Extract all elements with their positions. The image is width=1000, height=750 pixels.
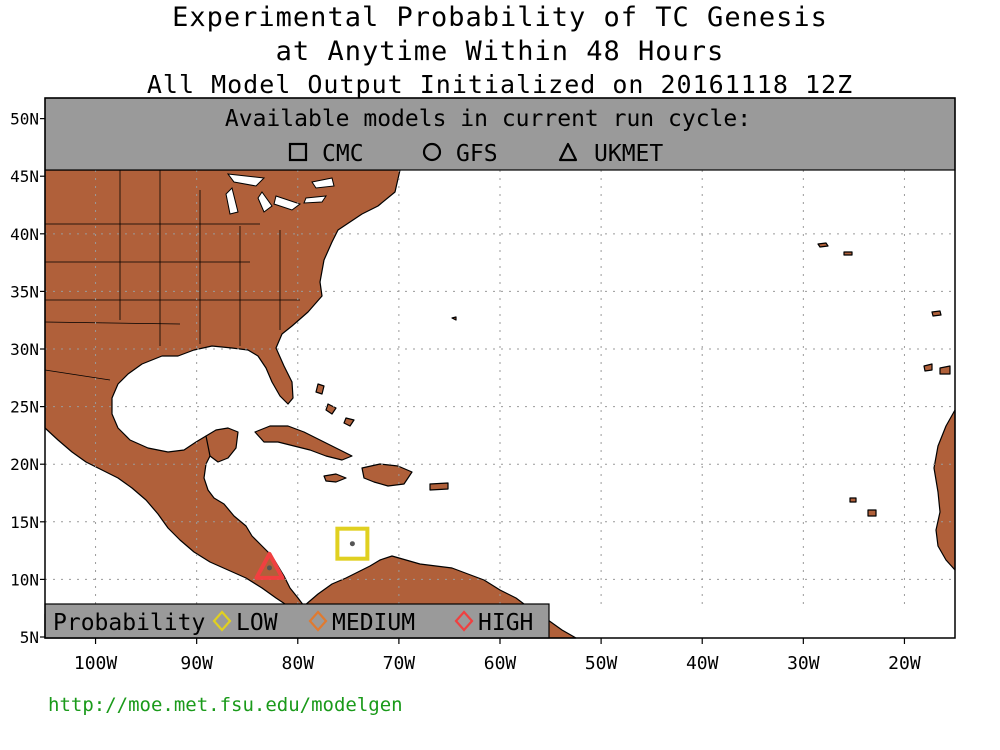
lat-tick-label: 35N: [10, 282, 39, 301]
lat-tick-label: 20N: [10, 455, 39, 474]
lon-tick-label: 30W: [787, 653, 820, 674]
map-axes: 50N 45N 40N 35N 30N 25N 20N 15N 10N 5N 100W 90W 80W 7…: [10, 110, 921, 674]
state-boundaries: [44, 170, 300, 381]
lat-tick-label: 15N: [10, 513, 39, 532]
legend-level-medium: MEDIUM: [332, 610, 415, 636]
lon-tick-label: 80W: [282, 653, 315, 674]
models-panel: Available models in current run cycle: C…: [44, 97, 956, 171]
model-name-gfs: GFS: [456, 141, 498, 167]
legend-label: Probability: [53, 610, 205, 636]
diamond-icon-medium: [308, 610, 328, 632]
hispaniola-land: [361, 463, 413, 487]
diamond-icon-low: [212, 610, 232, 632]
title-line-3: All Model Output Initialized on 20161118…: [146, 70, 854, 99]
yucatan-land: [205, 427, 239, 463]
ukmet-triangle-marker: [254, 551, 285, 580]
small-islands: [451, 242, 951, 517]
lat-tick-label: 30N: [10, 340, 39, 359]
genesis-markers: [254, 526, 370, 580]
genesis-point-dot: [266, 565, 272, 571]
source-url-link[interactable]: http://moe.met.fsu.edu/modelgen: [48, 694, 403, 716]
bahamas-land: [315, 383, 355, 427]
legend-level-low: LOW: [236, 610, 278, 636]
lon-tick-label: 40W: [686, 653, 719, 674]
triangle-icon: [558, 142, 578, 162]
north-america-land: [44, 169, 401, 613]
great-lakes: [225, 173, 335, 215]
probability-legend: Probability LOW MEDIUM HIGH: [44, 603, 550, 639]
jamaica-land: [323, 473, 347, 483]
lon-tick-label: 90W: [180, 653, 213, 674]
lon-tick-label: 50W: [585, 653, 618, 674]
legend-level-high: HIGH: [478, 610, 533, 636]
cuba-land: [254, 425, 353, 461]
lat-tick-label: 10N: [10, 570, 39, 589]
lat-tick-label: 50N: [10, 110, 39, 129]
genesis-point-dot: [349, 541, 355, 547]
lon-tick-label: 20W: [888, 653, 921, 674]
graticule-grid: [45, 170, 955, 604]
lat-tick-label: 25N: [10, 398, 39, 417]
africa-land: [933, 409, 956, 571]
lat-tick-label: 40N: [10, 225, 39, 244]
title-line-1: Experimental Probability of TC Genesis: [172, 2, 828, 33]
lon-tick-label: 60W: [484, 653, 517, 674]
lon-tick-label: 100W: [74, 653, 118, 674]
lon-tick-label: 70W: [383, 653, 416, 674]
model-name-ukmet: UKMET: [594, 141, 663, 167]
square-icon: [288, 142, 308, 162]
cmc-square-marker: [335, 526, 370, 561]
circle-icon: [422, 142, 442, 162]
puerto-rico-land: [429, 482, 449, 491]
title-line-2: at Anytime Within 48 Hours: [275, 36, 725, 67]
diamond-icon-high: [454, 610, 474, 632]
lat-tick-label: 5N: [20, 628, 39, 647]
models-panel-heading: Available models in current run cycle:: [225, 106, 751, 132]
model-name-cmc: CMC: [322, 141, 364, 167]
lat-tick-label: 45N: [10, 167, 39, 186]
